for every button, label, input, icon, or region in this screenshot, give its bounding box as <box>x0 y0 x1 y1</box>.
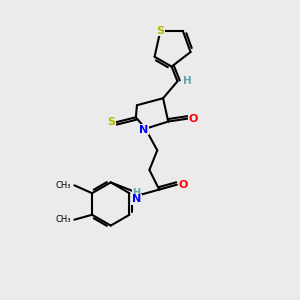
Text: S: S <box>156 26 164 36</box>
Text: H: H <box>183 76 192 86</box>
Text: CH₃: CH₃ <box>56 215 71 224</box>
Text: O: O <box>188 114 197 124</box>
Text: N: N <box>132 194 141 204</box>
Text: O: O <box>178 180 188 190</box>
Text: CH₃: CH₃ <box>56 181 71 190</box>
Text: N: N <box>139 125 148 135</box>
Text: H: H <box>133 188 141 197</box>
Text: S: S <box>107 117 115 127</box>
